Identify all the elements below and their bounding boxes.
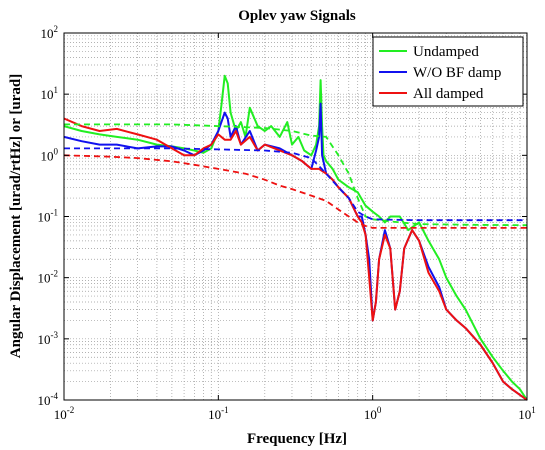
y-tick-label: 10-4 — [38, 391, 59, 408]
series-line-0 — [63, 74, 528, 401]
y-tick-label: 102 — [41, 24, 59, 41]
legend-label: Undamped — [413, 44, 479, 60]
legend-label: W/O BF damp — [413, 65, 501, 81]
legend-label: All damped — [413, 86, 484, 102]
y-tick-label: 10-3 — [38, 330, 59, 347]
series-line-4 — [64, 147, 527, 222]
legend: Undamped W/O BF damp All damped — [372, 36, 524, 107]
x-axis-label: Frequency [Hz] — [247, 431, 347, 447]
x-tick-label: 101 — [518, 405, 536, 422]
y-tick-label: 10-1 — [38, 208, 59, 225]
series-line-5 — [63, 154, 527, 229]
plot-series — [63, 74, 528, 401]
series-line-1 — [63, 102, 528, 401]
x-tick-label: 10-1 — [208, 405, 229, 422]
chart-title: Oplev yaw Signals — [238, 8, 356, 24]
axis-ticks: 10-2 10-1 100 101 10-4 10-3 10-2 10-1 100 101 102 — [38, 24, 536, 422]
y-tick-label: 10-2 — [38, 269, 59, 286]
series-line-3 — [64, 123, 528, 227]
y-tick-label: 101 — [41, 85, 59, 102]
y-axis-label: Angular Displacement [urad/rtHz] or [ura… — [8, 74, 24, 358]
x-tick-label: 100 — [364, 405, 382, 422]
x-tick-label: 10-2 — [54, 405, 75, 422]
y-tick-label: 100 — [41, 146, 59, 163]
